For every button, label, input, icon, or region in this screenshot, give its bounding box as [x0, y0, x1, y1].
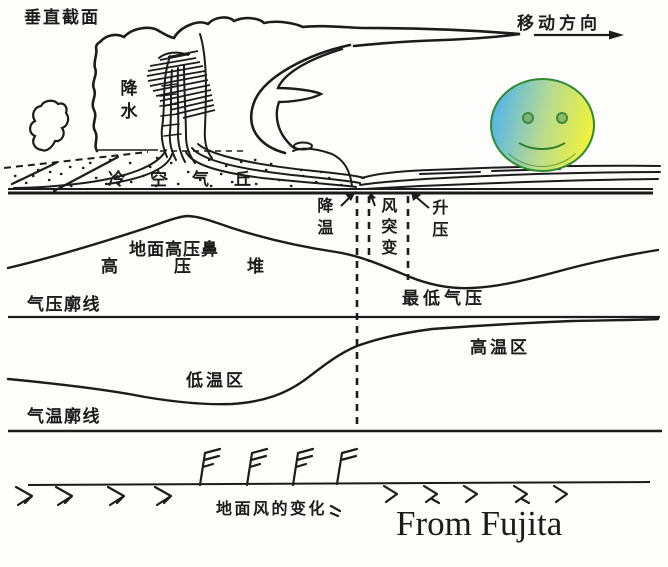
surface-wind-caption: 地面风的变化 — [216, 501, 328, 518]
credit-text: From Fujita — [396, 504, 563, 543]
wind-barbs-left — [14, 485, 173, 507]
lowest-pressure-label: 最低气压 — [402, 289, 486, 308]
wind-timeline — [27, 481, 651, 486]
pressure-profile-label: 气压廓线 — [27, 295, 101, 314]
pressure-rise-label: 升压 — [429, 199, 447, 243]
cold-air-dome-label: 冷空气丘 — [108, 170, 276, 189]
wind-flag-barbs — [198, 447, 359, 518]
small-cloud — [29, 99, 70, 152]
temperature-curve — [6, 317, 660, 406]
temperature-drop-label: 降温 — [314, 197, 332, 241]
ground-line — [8, 188, 653, 195]
storm-cloud-outline — [91, 16, 521, 155]
warm-zone-label: 高温区 — [470, 338, 530, 357]
outflow-streamlines — [13, 143, 365, 189]
cold-zone-label: 低温区 — [186, 371, 246, 390]
downdraft-streamlines — [158, 33, 213, 164]
temperature-profile-label: 气温廓线 — [27, 407, 101, 426]
figure-title: 垂直截面 — [24, 8, 100, 27]
pressure-curve — [6, 214, 660, 290]
movement-arrow — [534, 30, 624, 40]
gust-front-dashed-lines — [355, 196, 410, 429]
wind-barbs-right — [382, 484, 569, 505]
smiley-inner-ring — [495, 81, 589, 167]
wind-shift-label: 风突变 — [378, 197, 396, 260]
precipitation-label: 降水 — [117, 79, 137, 125]
smiley-face — [490, 78, 595, 172]
cold-air-dome-boundary — [3, 151, 343, 193]
movement-direction-label: 移动方向 — [517, 14, 601, 33]
surface-high-nose-label: 地面高压鼻 — [129, 240, 219, 259]
high-pressure-pile-label: 高压堆 — [101, 257, 320, 276]
smiley-smile — [512, 116, 572, 150]
gust-front-arrows — [340, 191, 430, 209]
inflow-streamlines — [359, 164, 661, 190]
